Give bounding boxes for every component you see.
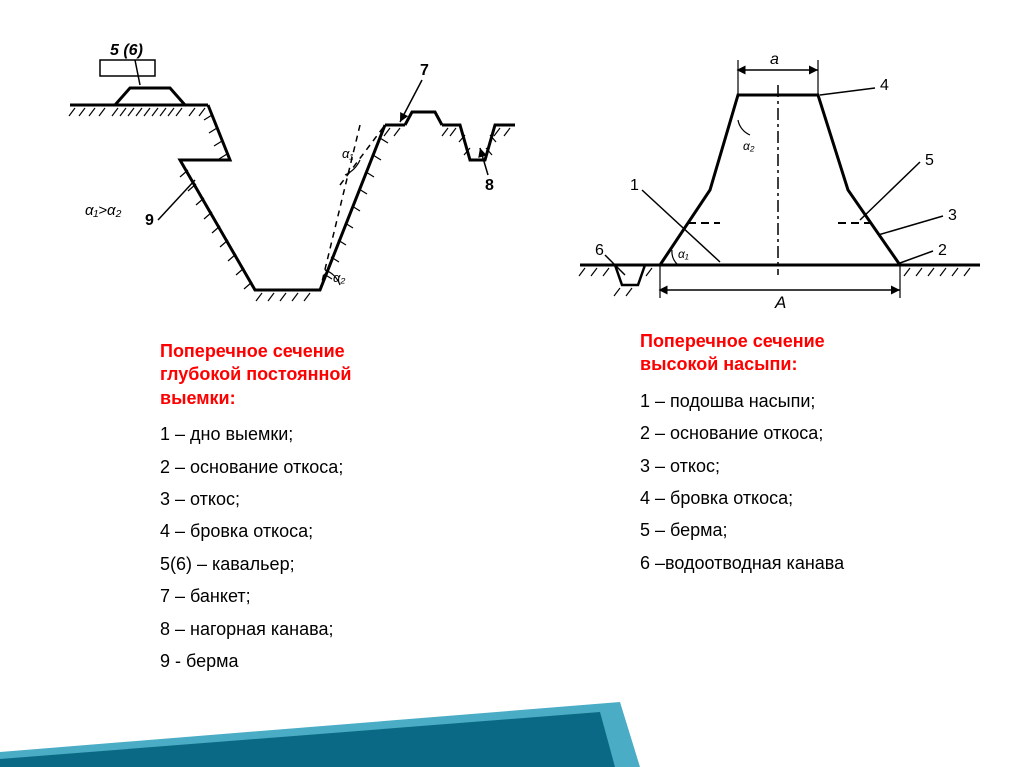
label-5-6: 5 (6): [110, 42, 143, 59]
excavation-diagram: 5 (6): [40, 30, 520, 320]
legend-item: 4 – бровка откоса;: [160, 515, 510, 547]
label-9: 9: [145, 212, 154, 229]
alpha1-label: α₁: [342, 146, 354, 161]
label-4: 4: [880, 77, 889, 94]
legend-item: 9 - берма: [160, 645, 510, 677]
legend-item: 3 – откос;: [160, 483, 510, 515]
legend-item: 6 –водоотводная канава: [640, 547, 990, 579]
alpha2-label: α₂: [333, 270, 345, 285]
alpha2-r: α₂: [743, 139, 755, 153]
legend-item: 7 – банкет;: [160, 580, 510, 612]
left-legend: Поперечное сечение глубокой постоянной в…: [160, 340, 510, 677]
legend-item: 2 – основание откоса;: [160, 451, 510, 483]
right-title: Поперечное сечение высокой насыпи:: [640, 330, 990, 377]
legend-item: 4 – бровка откоса;: [640, 482, 990, 514]
legend-item: 8 – нагорная канава;: [160, 613, 510, 645]
legend-item: 5(6) – кавальер;: [160, 548, 510, 580]
footer-decoration: [0, 697, 1024, 767]
diagrams-container: 5 (6): [0, 30, 1024, 320]
left-title: Поперечное сечение глубокой постоянной в…: [160, 340, 510, 410]
legend-item: 2 – основание откоса;: [640, 417, 990, 449]
label-7: 7: [420, 62, 429, 79]
legend-item: 3 – откос;: [640, 450, 990, 482]
embankment-diagram: a A α₁ α₂ 4: [560, 40, 1000, 320]
legend-item: 1 – подошва насыпи;: [640, 385, 990, 417]
label-5: 5: [925, 152, 934, 169]
label-a: a: [770, 51, 779, 68]
label-8: 8: [485, 177, 494, 194]
label-2: 2: [938, 242, 947, 259]
label-A: A: [774, 293, 786, 312]
right-legend: Поперечное сечение высокой насыпи: 1 – п…: [640, 330, 990, 579]
legend-item: 5 – берма;: [640, 514, 990, 546]
label-3: 3: [948, 207, 957, 224]
label-1: 1: [630, 177, 639, 194]
alpha1-r: α₁: [678, 247, 689, 261]
alpha-inequality: α₁>α₂: [85, 202, 122, 219]
legend-item: 1 – дно выемки;: [160, 418, 510, 450]
label-6: 6: [595, 242, 604, 259]
